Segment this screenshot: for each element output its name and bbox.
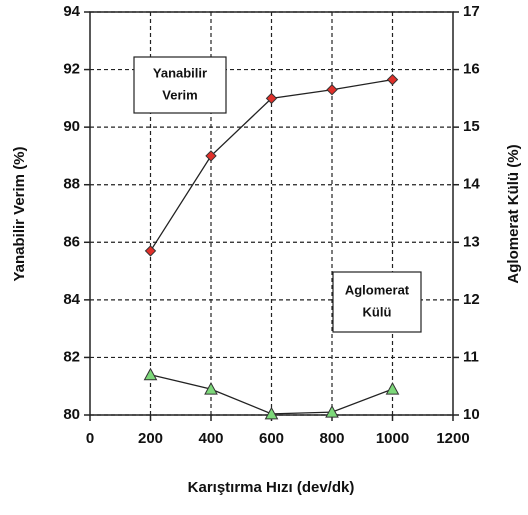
annotation-box bbox=[133, 56, 227, 114]
x-tick-label: 1200 bbox=[436, 430, 469, 447]
y2-tick-label: 12 bbox=[463, 291, 480, 308]
marker bbox=[325, 405, 339, 418]
y-axis-label: Yanabilir Verim (%) bbox=[11, 146, 28, 281]
annotation-text: Aglomerat bbox=[345, 282, 410, 297]
marker bbox=[326, 84, 338, 96]
annotation-text: Verim bbox=[162, 87, 197, 102]
y-tick-label: 86 bbox=[63, 233, 80, 250]
y2-tick-label: 10 bbox=[463, 406, 480, 423]
marker bbox=[204, 382, 218, 395]
x-tick-label: 200 bbox=[138, 430, 163, 447]
y-tick-label: 90 bbox=[63, 118, 80, 135]
marker bbox=[144, 245, 157, 257]
x-tick-label: 600 bbox=[259, 430, 284, 447]
x-tick-label: 400 bbox=[198, 430, 223, 447]
y-tick-label: 94 bbox=[63, 3, 80, 20]
y2-tick-label: 16 bbox=[463, 61, 480, 78]
x-tick-label: 800 bbox=[319, 430, 344, 447]
y2-tick-label: 14 bbox=[463, 176, 480, 193]
marker bbox=[143, 367, 158, 381]
y2-axis-label: Aglomerat Külü (%) bbox=[505, 144, 522, 283]
annotation-box bbox=[332, 271, 422, 333]
y-tick-label: 84 bbox=[63, 291, 80, 308]
marker bbox=[386, 73, 399, 86]
y2-tick-label: 17 bbox=[463, 3, 480, 20]
y2-tick-label: 15 bbox=[463, 118, 480, 135]
marker bbox=[205, 150, 217, 162]
y-tick-label: 92 bbox=[63, 61, 80, 78]
annotation-text: Külü bbox=[363, 304, 392, 319]
x-tick-label: 0 bbox=[86, 430, 94, 447]
y2-tick-label: 11 bbox=[463, 348, 479, 365]
y2-tick-label: 13 bbox=[463, 233, 480, 250]
y-tick-label: 88 bbox=[63, 176, 80, 193]
x-tick-label: 1000 bbox=[376, 430, 409, 447]
marker bbox=[264, 406, 279, 420]
marker bbox=[385, 382, 400, 395]
y-tick-label: 80 bbox=[63, 406, 80, 423]
y-tick-label: 82 bbox=[63, 348, 80, 365]
annotation-text: Yanabilir bbox=[153, 65, 207, 80]
marker bbox=[265, 92, 278, 105]
x-axis-label: Karıştırma Hızı (dev/dk) bbox=[188, 479, 355, 496]
